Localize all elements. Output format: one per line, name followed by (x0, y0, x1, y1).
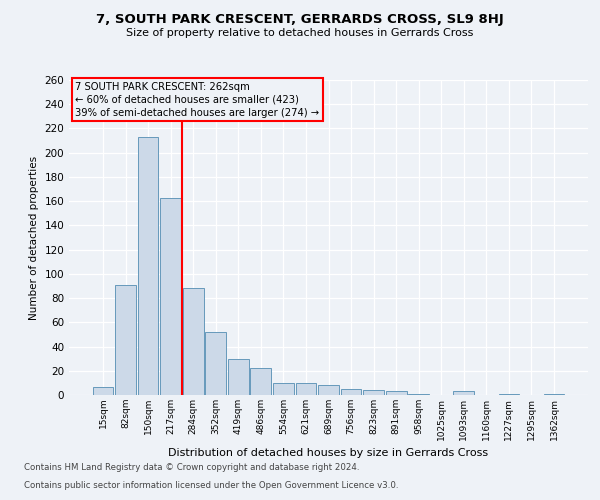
Text: 7, SOUTH PARK CRESCENT, GERRARDS CROSS, SL9 8HJ: 7, SOUTH PARK CRESCENT, GERRARDS CROSS, … (96, 12, 504, 26)
Bar (409, 394, 429, 395)
Text: Size of property relative to detached houses in Gerrards Cross: Size of property relative to detached ho… (127, 28, 473, 38)
Bar (318, 386, 339, 395)
Bar (499, 394, 520, 395)
Bar (160, 198, 181, 395)
Bar (341, 389, 361, 395)
Bar (183, 288, 203, 395)
Bar (92, 386, 113, 395)
Y-axis label: Number of detached properties: Number of detached properties (29, 156, 39, 320)
Text: Contains public sector information licensed under the Open Government Licence v3: Contains public sector information licen… (24, 481, 398, 490)
Bar (454, 392, 474, 395)
Bar (115, 285, 136, 395)
Bar (250, 368, 271, 395)
Bar (544, 394, 565, 395)
Bar (363, 390, 384, 395)
Bar (386, 392, 407, 395)
Text: 7 SOUTH PARK CRESCENT: 262sqm
← 60% of detached houses are smaller (423)
39% of : 7 SOUTH PARK CRESCENT: 262sqm ← 60% of d… (75, 82, 319, 118)
Bar (228, 358, 248, 395)
Bar (296, 383, 316, 395)
Bar (137, 137, 158, 395)
X-axis label: Distribution of detached houses by size in Gerrards Cross: Distribution of detached houses by size … (169, 448, 488, 458)
Bar (273, 383, 294, 395)
Bar (205, 332, 226, 395)
Text: Contains HM Land Registry data © Crown copyright and database right 2024.: Contains HM Land Registry data © Crown c… (24, 464, 359, 472)
